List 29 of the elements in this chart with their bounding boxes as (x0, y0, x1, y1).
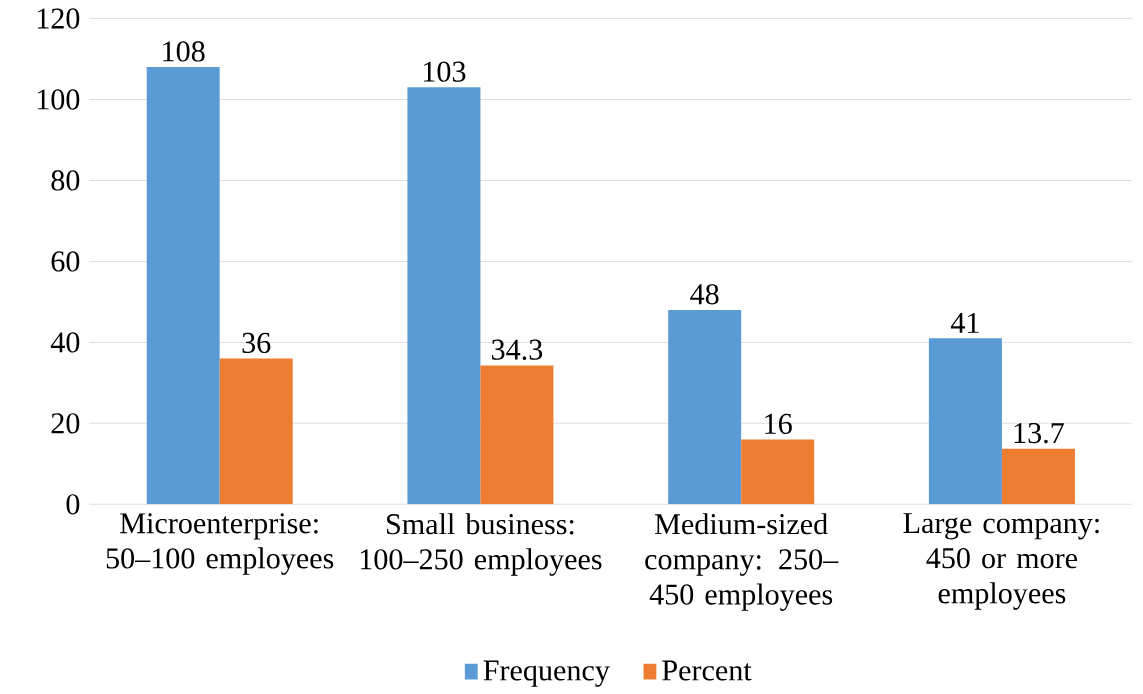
bar (1001, 448, 1075, 505)
y-tick-label: 40 (50, 332, 80, 353)
x-tick-label: Medium-sized company: 250–450 employees (645, 513, 839, 611)
y-tick-label: 20 (51, 413, 80, 434)
data-label: 41 (950, 312, 979, 333)
y-tick-label: 60 (51, 251, 80, 272)
bar (928, 338, 1002, 505)
legend-label: Percent (662, 660, 752, 681)
data-label: 103 (423, 61, 466, 82)
bar (741, 439, 815, 505)
data-label: 34.3 (492, 339, 543, 360)
bar (407, 87, 481, 505)
data-label: 108 (163, 41, 205, 62)
x-tick-label: Small business: 100–250 employees (360, 513, 602, 576)
y-tick-label: 100 (37, 89, 80, 110)
data-label: 13.7 (1014, 422, 1064, 444)
bar (480, 365, 554, 505)
y-tick-label: 0 (66, 494, 80, 515)
legend-label: Frequency (483, 660, 610, 687)
y-tick-label: 120 (37, 8, 80, 29)
x-tick-label: Microenterprise: 50–100 employees (106, 513, 334, 575)
bar (668, 309, 742, 505)
bar (219, 358, 293, 505)
data-label: 16 (765, 413, 792, 434)
data-label: 48 (690, 284, 719, 305)
data-label: 36 (242, 332, 271, 353)
y-tick-label: 80 (51, 170, 80, 191)
x-tick-label: Large company: 450 or more employees (903, 513, 1099, 610)
bar (146, 67, 220, 505)
